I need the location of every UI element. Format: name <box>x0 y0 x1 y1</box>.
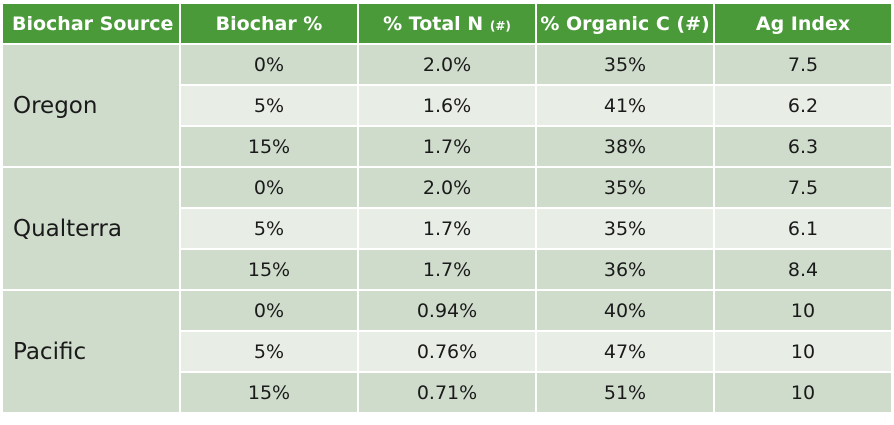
cell-biochar-pct: 5% <box>179 330 359 373</box>
cell-biochar-pct: 0% <box>179 289 359 332</box>
table-row: 5% 0.76% 47% 10 <box>2 330 893 373</box>
cell-organic-c: 41% <box>535 84 715 127</box>
cell-organic-c: 36% <box>535 248 715 291</box>
cell-ag-index: 10 <box>713 289 893 332</box>
header-organic-c: % Organic C (#) <box>535 2 715 45</box>
cell-organic-c: 51% <box>535 371 715 414</box>
cell-biochar-pct: 0% <box>179 166 359 209</box>
table-row: 15% 1.7% 38% 6.3 <box>2 125 893 168</box>
table-row: 15% 0.71% 51% 10 <box>2 371 893 414</box>
cell-ag-index: 6.1 <box>713 207 893 250</box>
table-row: Oregon 0% 2.0% 35% 7.5 <box>1 43 893 168</box>
cell-total-n: 0.94% <box>357 289 537 332</box>
cell-biochar-pct: 15% <box>179 371 359 414</box>
table-row: 5% 1.7% 35% 6.1 <box>2 207 893 250</box>
group-label: Qualterra <box>1 166 181 291</box>
cell-ag-index: 6.3 <box>713 125 893 168</box>
cell-biochar-pct: 0% <box>179 43 359 86</box>
cell-organic-c: 38% <box>535 125 715 168</box>
table-row: Qualterra 0% 2.0% 35% 7.5 <box>1 166 893 291</box>
cell-organic-c: 47% <box>535 330 715 373</box>
header-biochar-source: Biochar Source <box>1 2 181 45</box>
biochar-table: Biochar Source Biochar % % Total N (#) %… <box>1 2 893 414</box>
cell-ag-index: 10 <box>713 371 893 414</box>
table-row: 5% 1.6% 41% 6.2 <box>2 84 893 127</box>
cell-total-n: 2.0% <box>357 43 537 86</box>
cell-total-n: 1.7% <box>357 248 537 291</box>
cell-organic-c: 35% <box>535 207 715 250</box>
header-row: Biochar Source Biochar % % Total N (#) %… <box>1 2 893 45</box>
header-biochar-pct: Biochar % <box>179 2 359 45</box>
group-label: Pacific <box>1 289 181 414</box>
cell-biochar-pct: 5% <box>179 207 359 250</box>
cell-biochar-pct: 15% <box>179 248 359 291</box>
cell-ag-index: 8.4 <box>713 248 893 291</box>
table-row: 15% 1.7% 36% 8.4 <box>2 248 893 291</box>
header-total-n-note: (#) <box>489 18 511 33</box>
cell-organic-c: 35% <box>535 43 715 86</box>
cell-total-n: 0.71% <box>357 371 537 414</box>
cell-ag-index: 7.5 <box>713 166 893 209</box>
cell-total-n: 1.7% <box>357 207 537 250</box>
cell-total-n: 1.7% <box>357 125 537 168</box>
cell-total-n: 1.6% <box>357 84 537 127</box>
cell-total-n: 2.0% <box>357 166 537 209</box>
cell-ag-index: 7.5 <box>713 43 893 86</box>
cell-ag-index: 6.2 <box>713 84 893 127</box>
table-body: Oregon 0% 2.0% 35% 7.5 5% 1.6% 41% 6.2 15% 1.7% 38%… <box>1 43 893 414</box>
cell-biochar-pct: 15% <box>179 125 359 168</box>
table-row: Pacific 0% 0.94% 40% 10 <box>1 289 893 414</box>
header-total-n-label: % Total N <box>383 12 490 35</box>
cell-organic-c: 35% <box>535 166 715 209</box>
group-label: Oregon <box>1 43 181 168</box>
cell-total-n: 0.76% <box>357 330 537 373</box>
cell-organic-c: 40% <box>535 289 715 332</box>
cell-ag-index: 10 <box>713 330 893 373</box>
cell-biochar-pct: 5% <box>179 84 359 127</box>
header-total-n: % Total N (#) <box>357 2 537 45</box>
header-ag-index: Ag Index <box>713 2 893 45</box>
